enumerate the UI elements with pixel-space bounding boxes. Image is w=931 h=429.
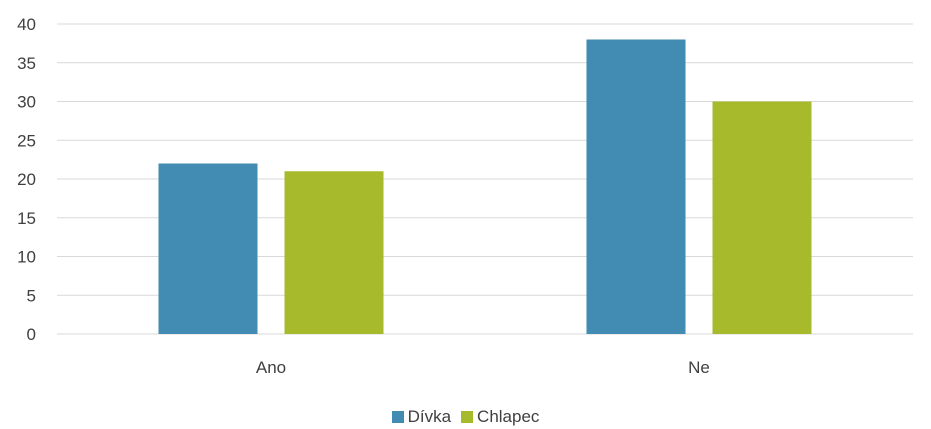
legend-item-chlapec: Chlapec: [461, 407, 539, 427]
legend-label-divka: Dívka: [407, 407, 452, 426]
y-axis-ticks: 0 5 10 15 20 25 30 35 40: [17, 15, 36, 344]
y-tick-label: 30: [17, 93, 36, 112]
bars: [158, 39, 812, 334]
bar-ano-0: [158, 163, 258, 334]
y-tick-label: 10: [17, 248, 36, 267]
bar-ano-1: [284, 171, 384, 334]
legend: Dívka Chlapec: [0, 407, 931, 427]
legend-label-chlapec: Chlapec: [477, 407, 540, 426]
x-axis-ticks: Ano Ne: [256, 358, 710, 377]
legend-swatch-divka: [391, 411, 404, 423]
x-tick-label: Ano: [256, 358, 286, 377]
y-tick-label: 40: [17, 15, 36, 34]
bar-ne-0: [586, 39, 686, 334]
legend-swatch-chlapec: [461, 411, 474, 423]
y-tick-label: 35: [17, 54, 36, 73]
y-tick-label: 0: [27, 325, 36, 344]
y-tick-label: 15: [17, 209, 36, 228]
x-tick-label: Ne: [688, 358, 710, 377]
legend-item-divka: Dívka: [391, 407, 452, 427]
y-tick-label: 25: [17, 131, 36, 150]
y-tick-label: 5: [27, 286, 36, 305]
bar-ne-1: [712, 101, 812, 334]
chart-plot: 0 5 10 15 20 25 30 35 40 Ano Ne: [17, 15, 913, 377]
y-tick-label: 20: [17, 170, 36, 189]
